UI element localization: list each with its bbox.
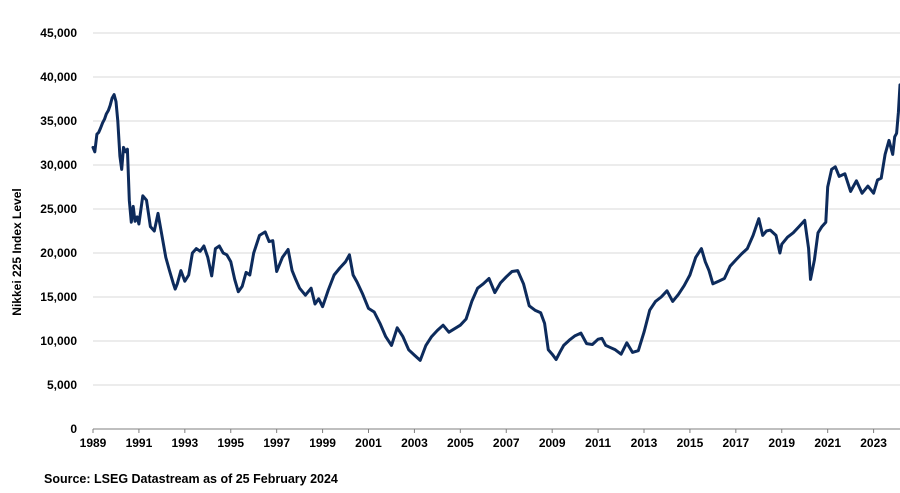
y-axis-tick-labels: 0 5,000 10,000 15,000 20,000 25,000 30,000 35,0…: [40, 26, 77, 436]
x-axis-tick-labels: 1989 1991 1993 1995 1997 1999 2001 2003 2005 2007…: [80, 436, 888, 450]
y-tick-label: 10,000: [40, 334, 77, 348]
x-tick-label: 1999: [309, 436, 336, 450]
x-tick-label: 2005: [447, 436, 474, 450]
x-tick-label: 2009: [539, 436, 566, 450]
y-tick-label: 15,000: [40, 290, 77, 304]
x-axis-tick-marks: [92, 429, 875, 433]
x-tick-label: 2001: [355, 436, 382, 450]
x-tick-label: 1989: [80, 436, 107, 450]
x-tick-label: 2011: [585, 436, 611, 450]
y-tick-label: 20,000: [40, 246, 77, 260]
x-tick-label: 2023: [860, 436, 887, 450]
x-tick-label: 2015: [677, 436, 704, 450]
x-tick-label: 2017: [722, 436, 749, 450]
y-axis-title: Nikkei 225 Index Level: [10, 188, 24, 315]
x-tick-label: 2019: [768, 436, 795, 450]
x-tick-label: 1997: [263, 436, 290, 450]
x-tick-label: 2003: [401, 436, 428, 450]
y-tick-label: 0: [70, 422, 77, 436]
x-tick-label: 2013: [631, 436, 658, 450]
x-tick-label: 1995: [217, 436, 244, 450]
source-note: Source: LSEG Datastream as of 25 Februar…: [44, 472, 338, 486]
x-tick-label: 2007: [493, 436, 520, 450]
nikkei-225-series-line: [91, 83, 900, 362]
x-tick-label: 1991: [126, 436, 153, 450]
y-tick-label: 40,000: [40, 70, 77, 84]
y-tick-label: 5,000: [47, 378, 77, 392]
y-tick-label: 45,000: [40, 26, 77, 40]
y-tick-label: 30,000: [40, 158, 77, 172]
x-tick-label: 1993: [171, 436, 198, 450]
gridlines: [93, 32, 900, 386]
y-tick-label: 25,000: [40, 202, 77, 216]
x-tick-label: 2021: [814, 436, 841, 450]
y-tick-label: 35,000: [40, 114, 77, 128]
